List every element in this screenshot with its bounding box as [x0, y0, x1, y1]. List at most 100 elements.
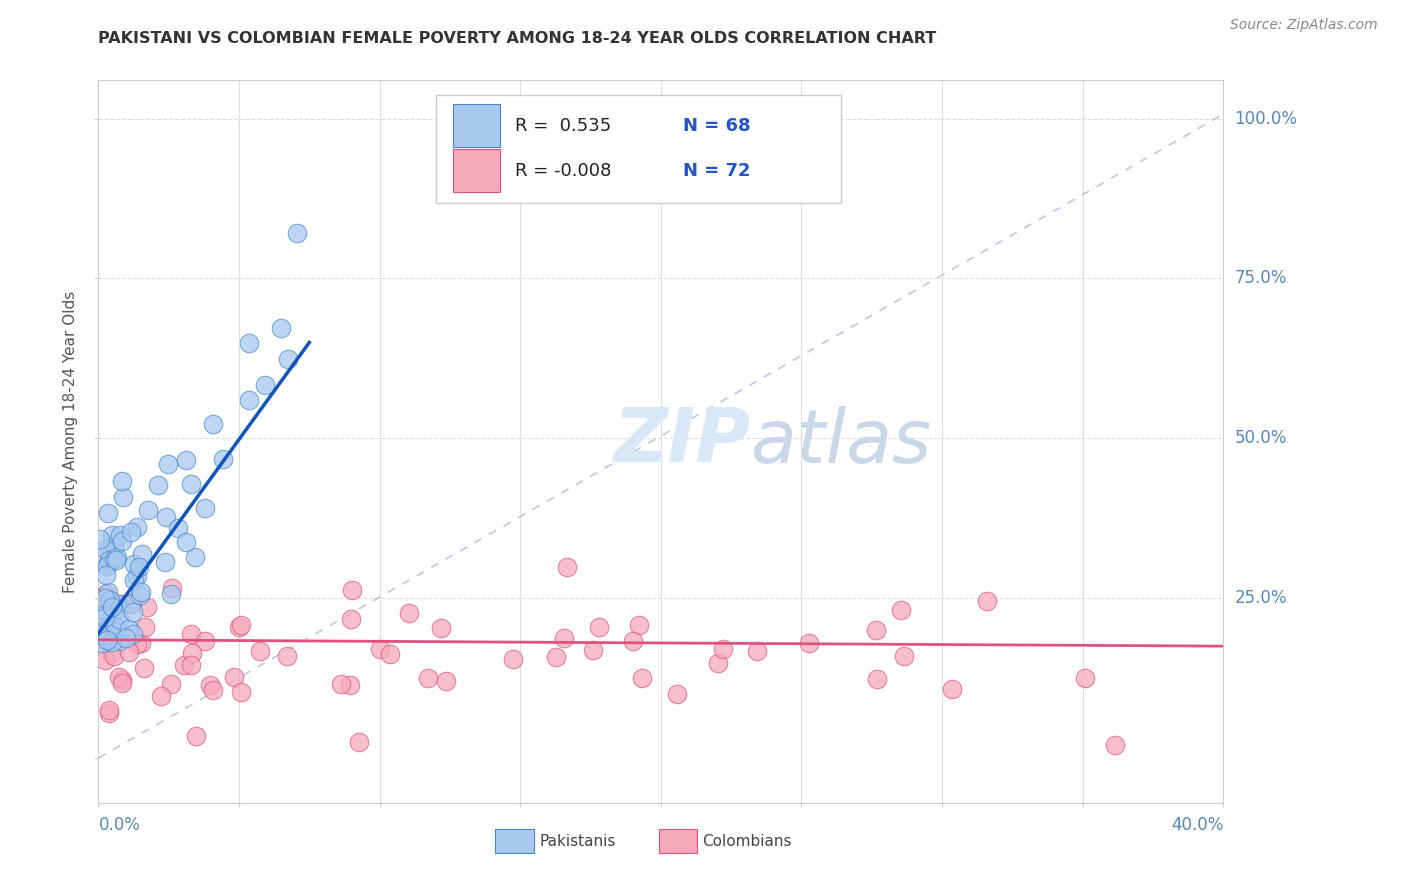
Point [97, 543, 120, 558]
Point [131, 547, 153, 561]
Point [186, 729, 208, 743]
Point [194, 501, 217, 516]
Point [628, 618, 651, 632]
Point [111, 533, 134, 548]
Point [125, 520, 148, 534]
Text: 100.0%: 100.0% [1234, 110, 1298, 128]
Text: 40.0%: 40.0% [1171, 815, 1223, 834]
Point [89, 632, 111, 647]
Point [155, 555, 177, 569]
Point [502, 652, 524, 666]
Text: N = 72: N = 72 [683, 161, 751, 179]
Point [129, 588, 152, 602]
Point [94, 591, 117, 605]
Point [122, 627, 145, 641]
Text: atlas: atlas [751, 406, 932, 477]
Text: R =  0.535: R = 0.535 [515, 117, 610, 135]
Point [89, 620, 111, 634]
Point [339, 678, 361, 692]
Point [94, 587, 117, 601]
Point [155, 509, 177, 524]
Point [329, 677, 352, 691]
Point [108, 634, 131, 648]
Point [103, 649, 125, 664]
Point [229, 618, 252, 632]
Point [254, 378, 277, 392]
Point [180, 658, 202, 673]
Point [707, 656, 730, 670]
FancyBboxPatch shape [658, 829, 697, 854]
Point [211, 452, 233, 467]
Point [121, 596, 143, 610]
Text: Source: ZipAtlas.com: Source: ZipAtlas.com [1230, 18, 1378, 32]
Point [103, 618, 125, 632]
Point [98, 553, 121, 567]
Point [553, 631, 575, 645]
Point [97, 585, 120, 599]
Point [1104, 738, 1126, 752]
Text: 75.0%: 75.0% [1234, 269, 1286, 287]
Point [96, 559, 118, 574]
Point [122, 573, 145, 587]
Point [621, 634, 644, 648]
Point [111, 676, 134, 690]
Point [249, 643, 271, 657]
Point [129, 584, 152, 599]
Point [107, 602, 129, 616]
Point [104, 620, 127, 634]
Point [229, 684, 252, 698]
Point [105, 553, 128, 567]
Point [122, 557, 145, 571]
Text: R = -0.008: R = -0.008 [515, 161, 612, 179]
Text: N = 68: N = 68 [683, 117, 751, 135]
Point [582, 642, 605, 657]
Point [98, 703, 121, 717]
Point [129, 636, 152, 650]
Point [97, 557, 120, 571]
Point [184, 549, 207, 564]
Point [665, 687, 688, 701]
Point [228, 620, 250, 634]
Text: Pakistanis: Pakistanis [540, 834, 616, 848]
Point [96, 506, 118, 520]
Point [160, 587, 183, 601]
Point [202, 682, 225, 697]
Point [100, 612, 122, 626]
Point [340, 612, 363, 626]
Point [103, 540, 125, 554]
Point [108, 670, 131, 684]
Point [108, 528, 131, 542]
FancyBboxPatch shape [495, 829, 534, 854]
Point [797, 635, 820, 649]
Text: Colombians: Colombians [703, 834, 792, 848]
Point [117, 645, 139, 659]
Point [430, 621, 453, 635]
Point [270, 321, 292, 335]
Point [93, 541, 115, 556]
Point [238, 392, 260, 407]
Point [167, 521, 190, 535]
Point [149, 689, 172, 703]
Point [101, 635, 124, 649]
Point [101, 599, 124, 614]
Point [96, 633, 118, 648]
Point [100, 646, 122, 660]
Point [111, 474, 134, 488]
Point [194, 633, 217, 648]
Point [134, 619, 156, 633]
Point [100, 528, 122, 542]
Point [107, 597, 129, 611]
Text: ZIP: ZIP [613, 405, 751, 478]
Point [156, 457, 179, 471]
Point [122, 605, 145, 619]
FancyBboxPatch shape [453, 149, 501, 192]
Text: 0.0%: 0.0% [98, 815, 141, 834]
Point [87, 628, 110, 642]
Point [222, 670, 245, 684]
Point [176, 453, 198, 467]
Point [181, 646, 204, 660]
Point [120, 598, 142, 612]
Point [128, 560, 150, 574]
Point [544, 650, 567, 665]
Point [588, 619, 610, 633]
